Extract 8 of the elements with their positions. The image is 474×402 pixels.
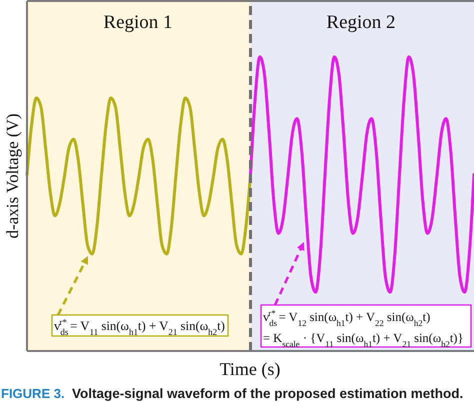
text: Voltage-signal waveform of the proposed estimation method. [72,386,464,401]
text: v$_{ds}$$^{r*}$ = V$_{12}$ sin(ω$_{h1}$t) + V$_{22}$ sin(ω$_{h2}$t) = K$_{scale}$ · {V$_{11}$ sin(ω$_{h1}$t) + V$_{21}$ sin(ω$_{h2}$t)} [263,308,464,349]
x-axis-title: Time (s) [220,359,280,379]
text: Region 2 [326,12,396,33]
text: v$_{ds}$$^{r*}$ = V$_{11}$ sin(ω$_{h1}$t) + V$_{21}$ sin(ω$_{h2}$t) [54,317,225,337]
caption: FIGURE 3. [1,386,65,401]
y-axis-title: d-axis Voltage (V) [3,114,22,238]
text: Region 1 [103,12,173,33]
